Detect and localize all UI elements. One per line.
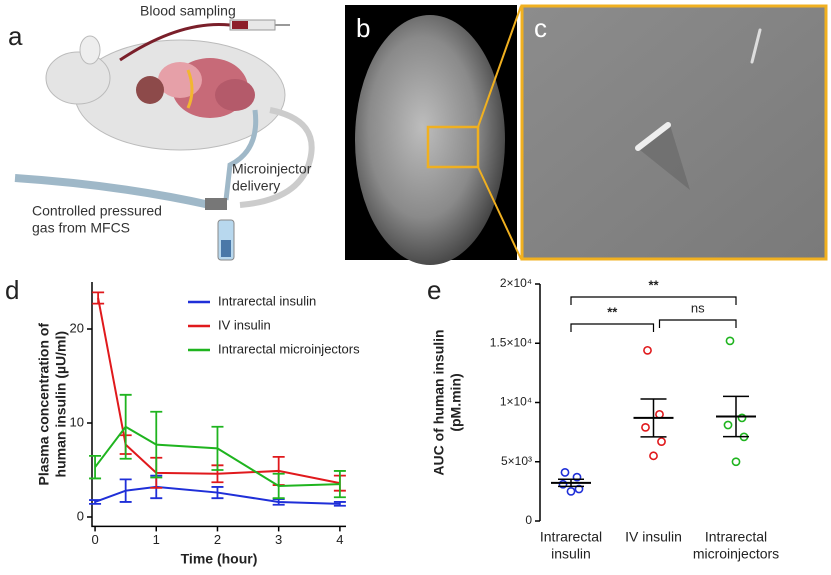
panel-label: a <box>8 21 23 51</box>
x-tick-label: 3 <box>275 532 282 547</box>
legend-label: IV insulin <box>218 317 271 332</box>
zoomed-micrograph <box>520 4 828 261</box>
series-line <box>94 485 340 505</box>
mouse-illustration <box>14 19 315 261</box>
panel-label: e <box>427 275 441 305</box>
text-line: Plasma concentration of <box>36 323 52 486</box>
significance-bracket <box>570 296 737 305</box>
significance-bracket <box>658 319 737 328</box>
data-point <box>649 451 658 461</box>
text-line: Microinjector <box>232 161 312 177</box>
significance-label: ns <box>691 300 705 315</box>
data-point <box>723 420 733 430</box>
sem-bar <box>558 478 584 488</box>
significance-bracket <box>570 323 655 332</box>
zoom-box <box>426 125 480 169</box>
data-point <box>560 468 570 477</box>
y-tick-label: 20 <box>70 320 84 335</box>
text-line: gas from MFCS <box>32 220 130 236</box>
zoom-line <box>477 5 522 128</box>
text-line: Intrarectal <box>705 529 767 545</box>
y-axis-label: Plasma concentration of human insulin (µU… <box>36 323 69 486</box>
text-line: IV insulin <box>625 529 682 545</box>
x-tick-label: 0 <box>91 532 98 547</box>
x-tick-label: 1 <box>153 532 160 547</box>
significance-label: ** <box>607 304 618 319</box>
y-tick-label: 0 <box>77 508 84 523</box>
y-tick-label: 5×10³ <box>501 454 532 468</box>
text-line: Blood sampling <box>140 3 236 19</box>
series-line <box>97 297 341 485</box>
data-point <box>574 484 584 494</box>
data-point <box>725 336 735 346</box>
significance-label: ** <box>648 277 659 292</box>
legend-label: Intrarectal microinjectors <box>218 341 360 356</box>
microinjector <box>750 28 762 64</box>
sem-bar <box>640 398 667 438</box>
y-tick-label: 1×10⁴ <box>500 395 532 409</box>
sem-bar <box>723 395 749 438</box>
text-line: microinjectors <box>693 546 779 562</box>
chart-e: 0 5×10³ 1×10⁴ 1.5×10⁴ 2×10⁴ AUC of human insu… <box>431 276 779 562</box>
data-point <box>641 422 650 432</box>
data-point <box>572 472 582 482</box>
data-point <box>655 409 664 419</box>
text-line: Controlled pressured <box>32 203 162 219</box>
x-tick-label: 2 <box>214 532 221 547</box>
text-line: AUC of human insulin <box>431 329 447 475</box>
y-tick-label: 10 <box>70 414 84 429</box>
zoom-line <box>477 166 522 260</box>
text-line: Intrarectal <box>540 529 602 545</box>
data-point <box>657 437 666 447</box>
data-point <box>566 486 576 496</box>
panel-label: d <box>5 275 19 305</box>
legend-label: Intrarectal insulin <box>218 293 316 308</box>
y-tick-label: 2×10⁴ <box>500 276 532 290</box>
text-line: delivery <box>232 178 280 194</box>
series-line <box>94 425 340 487</box>
axis <box>91 282 346 528</box>
y-tick-label: 0 <box>525 513 532 527</box>
data-point <box>737 413 747 423</box>
y-axis-label: AUC of human insulin (pM.min) <box>431 329 464 475</box>
microinjector <box>635 122 671 151</box>
y-tick-label: 1.5×10⁴ <box>490 335 532 349</box>
text-line: human insulin (µU/ml) <box>53 331 69 478</box>
microinjector-shadow <box>640 125 690 190</box>
error-bar <box>333 501 346 507</box>
chart-d: 0 10 20 0 1 2 3 4 Time (hour) Plasma concentratio… <box>36 282 360 567</box>
text-line: (pM.min) <box>448 373 464 431</box>
data-point <box>731 457 741 467</box>
panel-label: c <box>534 13 547 43</box>
data-point <box>558 479 568 489</box>
data-point <box>643 345 652 355</box>
error-bar <box>89 455 102 480</box>
text-line: insulin <box>551 546 591 562</box>
x-axis-label: Time (hour) <box>181 551 258 567</box>
tissue <box>355 15 505 265</box>
x-tick-label: 4 <box>336 532 343 547</box>
error-bar <box>333 470 346 499</box>
panel-label: b <box>356 13 370 43</box>
